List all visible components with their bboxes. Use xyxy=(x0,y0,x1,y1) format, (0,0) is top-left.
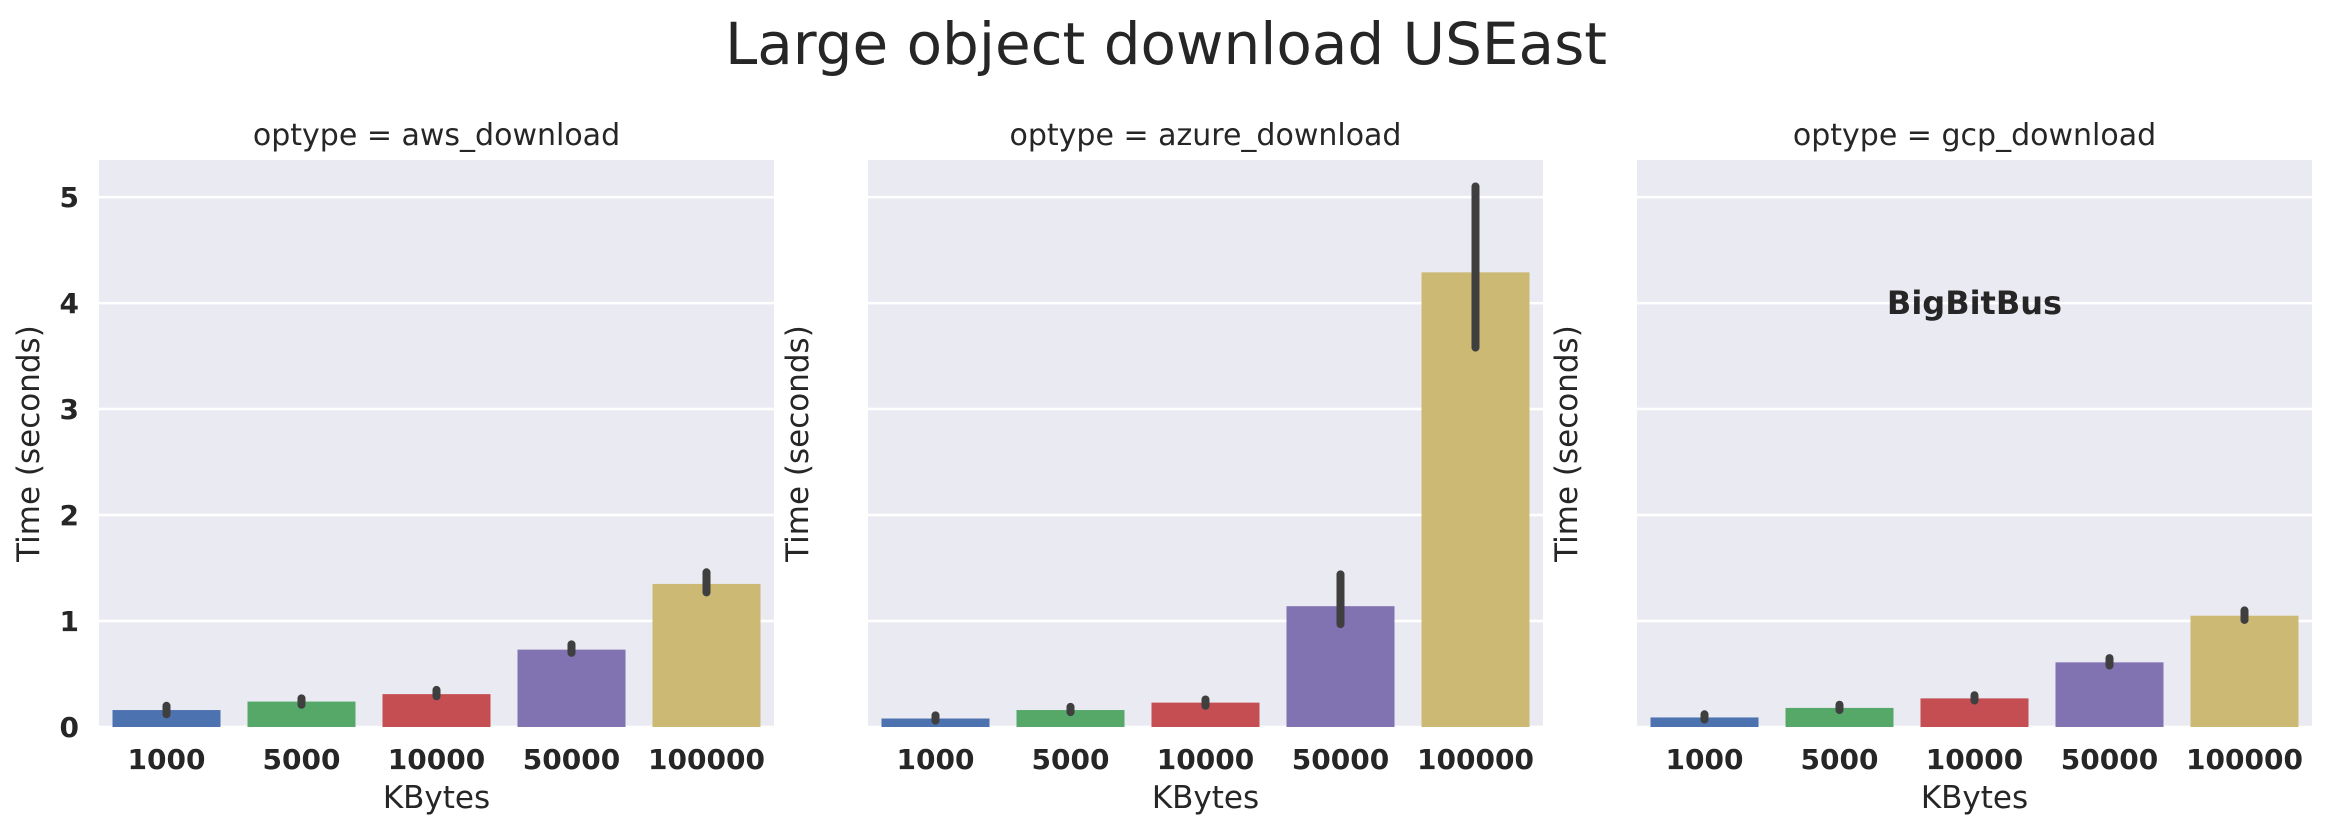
x-tick-label: 5000 xyxy=(1801,743,1879,776)
bar xyxy=(517,649,626,727)
x-tick-label: 100000 xyxy=(648,743,765,776)
x-tick-label: 1000 xyxy=(128,743,206,776)
bar xyxy=(2190,615,2299,727)
facet-1: 1000 5000 10000 50000 100000 optype = azure_d… xyxy=(780,118,1543,816)
bar xyxy=(2055,662,2164,727)
x-tick-label: 10000 xyxy=(1926,743,2023,776)
x-tick-label: 50000 xyxy=(1292,743,1389,776)
bar xyxy=(112,710,221,727)
facet-0: 1000 5000 10000 50000 100000 0 1 2 3 4 5 optype = a… xyxy=(11,118,774,816)
facet-title: optype = aws_download xyxy=(253,118,620,153)
y-tick-label: 0 xyxy=(60,711,79,744)
facet-title: optype = azure_download xyxy=(1010,118,1402,153)
x-tick-label: 1000 xyxy=(897,743,975,776)
bar xyxy=(652,583,761,727)
x-axis-label: KBytes xyxy=(383,780,490,816)
x-tick-label: 100000 xyxy=(2186,743,2303,776)
y-tick-label: 2 xyxy=(60,499,79,532)
y-axis-label: Time (seconds) xyxy=(780,325,816,563)
x-tick-label: 50000 xyxy=(523,743,620,776)
bar xyxy=(1016,710,1125,727)
facets: 1000 5000 10000 50000 100000 0 1 2 3 4 5 optype = a… xyxy=(11,118,2312,816)
y-tick-label: 1 xyxy=(60,605,79,638)
x-tick-label: 10000 xyxy=(1157,743,1254,776)
x-axis-label: KBytes xyxy=(1921,780,2028,816)
x-axis-label: KBytes xyxy=(1152,780,1259,816)
y-tick-label: 5 xyxy=(60,181,79,214)
y-tick-label: 4 xyxy=(60,287,79,320)
bar xyxy=(1785,707,1894,727)
x-tick-label: 5000 xyxy=(263,743,341,776)
facet-2: 1000 5000 10000 50000 100000 optype = gcp_dow… xyxy=(1549,118,2312,816)
y-axis-label: Time (seconds) xyxy=(1549,325,1585,563)
x-tick-label: 1000 xyxy=(1666,743,1744,776)
y-tick-label: 3 xyxy=(60,393,79,426)
y-axis-label: Time (seconds) xyxy=(11,325,47,563)
figure-title: Large object download USEast xyxy=(725,10,1607,78)
x-tick-label: 5000 xyxy=(1032,743,1110,776)
x-tick-label: 50000 xyxy=(2061,743,2158,776)
x-tick-label: 10000 xyxy=(388,743,485,776)
facet-title: optype = gcp_download xyxy=(1793,118,2156,153)
annotation-text: BigBitBus xyxy=(1887,284,2062,322)
x-tick-label: 100000 xyxy=(1417,743,1534,776)
